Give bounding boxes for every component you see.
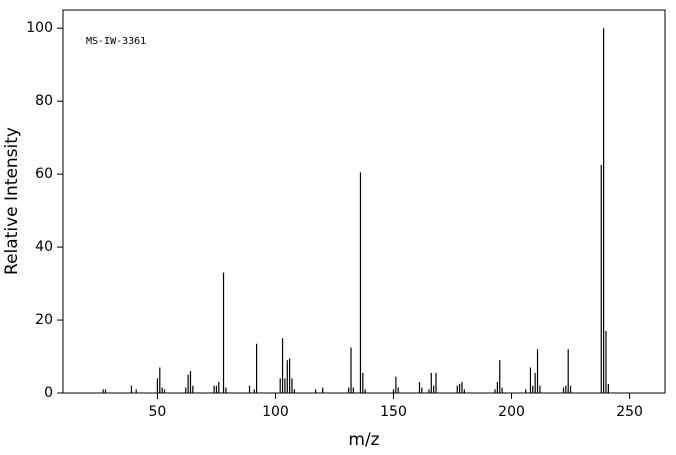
y-tick-label: 60: [35, 166, 53, 182]
x-tick-label: 50: [149, 404, 167, 420]
y-tick-label: 40: [35, 239, 53, 255]
y-tick-label: 100: [26, 20, 53, 36]
x-tick-label: 100: [262, 404, 289, 420]
y-axis-label: Relative Intensity: [2, 127, 22, 275]
plot-frame: [62, 9, 666, 394]
y-tick-label: 0: [44, 385, 53, 401]
x-tick-label: 200: [498, 404, 525, 420]
x-axis-label: m/z: [348, 430, 379, 450]
x-tick-label: 250: [616, 404, 643, 420]
x-tick-label: 150: [380, 404, 407, 420]
y-tick-label: 20: [35, 312, 53, 328]
annotation: MS-IW-3361: [86, 36, 146, 47]
y-tick-label: 80: [35, 93, 53, 109]
